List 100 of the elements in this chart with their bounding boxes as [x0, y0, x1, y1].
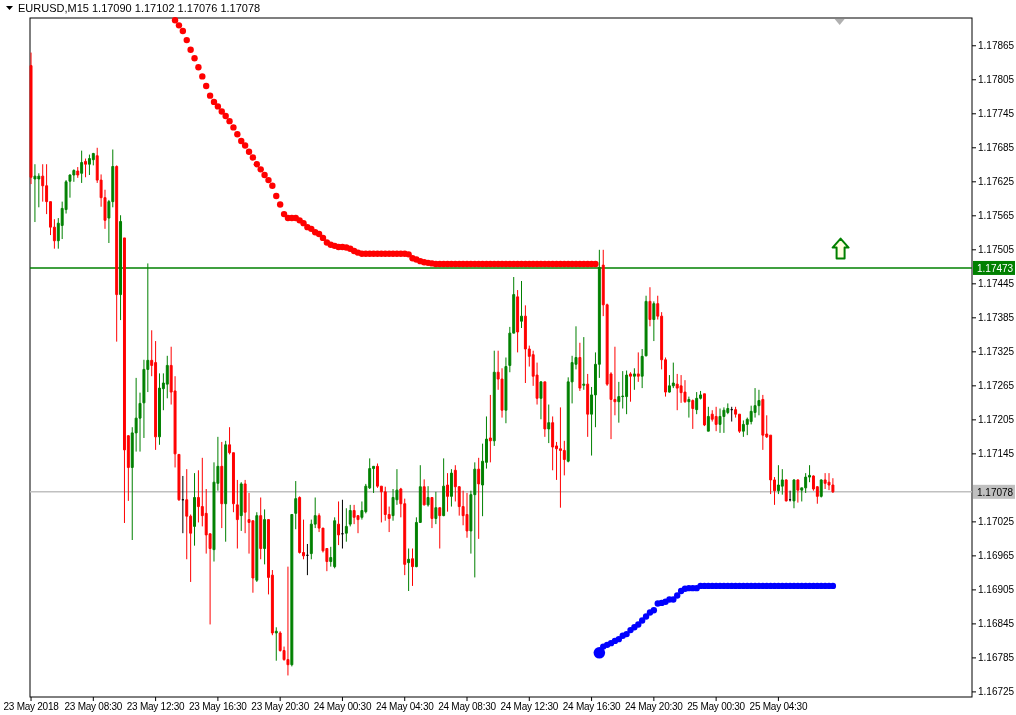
candlestick: [722, 406, 726, 434]
candlestick: [426, 485, 430, 508]
y-tick-label: 1.16965: [978, 550, 1015, 562]
candlestick: [714, 406, 718, 432]
y-tick-label: 1.17685: [978, 142, 1015, 154]
y-tick-label: 1.17865: [978, 40, 1015, 52]
y-tick-label: 1.17205: [978, 414, 1015, 426]
x-tick-label: 24 May 16:30: [562, 701, 622, 712]
candlestick: [636, 351, 640, 383]
candlestick: [442, 457, 446, 517]
x-tick-label: 25 May 04:30: [749, 701, 808, 712]
x-tick-label: 24 May 08:30: [438, 701, 497, 712]
candlestick: [629, 371, 632, 403]
candlestick: [76, 166, 80, 179]
candlestick: [337, 500, 341, 546]
candlestick: [348, 504, 352, 527]
candlestick: [547, 404, 551, 444]
x-tick-label: 24 May 12:30: [500, 701, 559, 712]
candlestick: [819, 478, 823, 498]
candlestick: [523, 304, 527, 384]
candlestick: [259, 496, 263, 560]
candlestick: [263, 508, 267, 565]
chart-title: EURUSD,M15 1.17090 1.17102 1.17076 1.17078: [18, 2, 261, 14]
candlestick: [344, 507, 348, 543]
candlestick: [340, 499, 344, 549]
candlestick: [465, 492, 469, 539]
candlestick: [488, 394, 492, 463]
y-tick-label: 1.17025: [978, 516, 1015, 528]
candlestick: [691, 398, 695, 430]
candlestick: [652, 300, 656, 342]
candlestick: [298, 495, 302, 555]
candlestick: [449, 468, 453, 508]
candlestick: [122, 237, 126, 524]
y-tick-label: 1.17505: [978, 244, 1015, 256]
ref-line-label: 1.17473: [977, 262, 1014, 274]
candlestick: [625, 370, 629, 415]
candlestick: [181, 475, 185, 534]
candlestick: [434, 491, 438, 525]
candlestick: [290, 514, 294, 667]
y-tick-label: 1.17625: [978, 176, 1015, 188]
candlestick: [718, 408, 722, 434]
candlestick: [761, 394, 765, 451]
x-tick-label: 24 May 20:30: [625, 701, 684, 712]
candlestick: [333, 516, 337, 569]
candlestick: [411, 548, 414, 587]
candlestick: [784, 478, 788, 502]
candlestick: [687, 396, 691, 419]
y-tick-label: 1.17265: [978, 380, 1015, 392]
candlestick: [792, 478, 796, 509]
x-tick-label: 23 May 20:30: [251, 701, 310, 712]
candlestick: [294, 480, 298, 530]
y-tick-label: 1.17745: [978, 108, 1015, 120]
candlestick: [695, 391, 699, 415]
candlestick: [422, 478, 426, 506]
candlestick: [516, 289, 520, 353]
candlestick: [741, 419, 745, 438]
candlestick: [796, 478, 800, 504]
x-tick-label: 23 May 08:30: [64, 701, 123, 712]
x-tick-label: 23 May 16:30: [189, 701, 248, 712]
candlestick: [827, 472, 831, 491]
candlestick: [305, 543, 309, 576]
candlestick: [274, 626, 278, 662]
candlestick: [80, 150, 84, 184]
candlestick: [235, 479, 239, 549]
candlestick: [648, 286, 652, 327]
x-tick-label: 24 May 04:30: [375, 701, 435, 712]
candlestick: [87, 154, 91, 176]
y-tick-label: 1.17445: [978, 278, 1015, 290]
candlestick: [776, 464, 780, 495]
candlestick: [683, 379, 687, 404]
y-tick-label: 1.17145: [978, 448, 1015, 460]
y-tick-label: 1.16785: [978, 652, 1015, 664]
candlestick: [578, 342, 582, 392]
y-tick-label: 1.17385: [978, 312, 1015, 324]
candlestick: [255, 511, 259, 583]
candlestick: [84, 158, 88, 178]
x-tick-label: 23 May 12:30: [126, 701, 186, 712]
x-tick-label: 25 May 00:30: [687, 701, 746, 712]
candlestick: [586, 373, 590, 438]
candlestick: [675, 373, 679, 411]
candlestick: [492, 350, 496, 447]
candlestick: [520, 280, 523, 329]
candlestick: [224, 440, 228, 543]
candlestick: [115, 164, 119, 343]
candlestick: [543, 381, 547, 438]
candlestick: [193, 472, 196, 547]
candlestick: [473, 461, 477, 578]
candlestick: [407, 548, 411, 592]
candlestick: [430, 496, 434, 529]
candlestick: [33, 163, 37, 223]
candlestick: [780, 468, 784, 496]
candlestick: [671, 362, 675, 389]
y-tick-label: 1.17325: [978, 346, 1015, 358]
y-tick-label: 1.17805: [978, 74, 1015, 86]
y-tick-label: 1.16725: [978, 686, 1015, 698]
candlestick: [477, 457, 481, 540]
y-tick-label: 1.16845: [978, 618, 1015, 630]
candlestick: [220, 441, 224, 529]
candlestick: [706, 406, 710, 432]
candlestick: [286, 566, 290, 676]
